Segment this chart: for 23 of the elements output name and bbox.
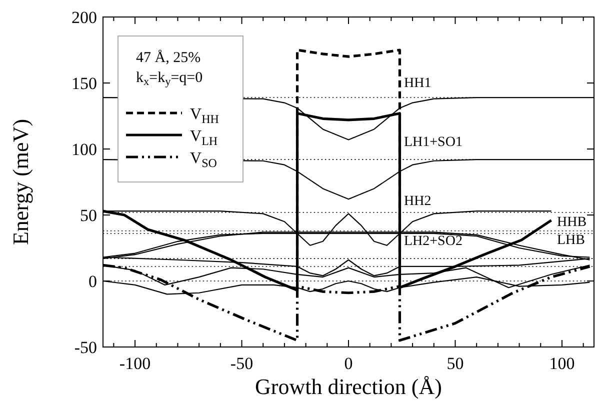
annotation: LH1+SO1: [404, 135, 462, 150]
legend-title: 47 Å, 25% k$_{x}$=k$_{y}$=q=0: [136, 49, 203, 88]
annotation: LH2+SO2: [404, 234, 462, 249]
annotation: HHB: [557, 215, 587, 230]
legend-label: V$_{LH}$: [190, 128, 218, 148]
x-tick-label: -100: [119, 354, 151, 373]
y-tick-label: 200: [72, 8, 97, 27]
y-tick-label: 150: [72, 74, 97, 93]
x-tick-label: 100: [549, 354, 575, 373]
y-axis-title: Energy (meV): [8, 118, 33, 246]
annotation: LHB: [557, 233, 585, 248]
y-tick-label: 0: [88, 272, 97, 291]
y-tick-label: 50: [80, 206, 97, 225]
annotation: HH1: [404, 76, 432, 91]
y-tick-label: -50: [74, 338, 97, 357]
legend-label: V$_{SO}$: [190, 150, 218, 170]
legend-label: V$_{HH}$: [190, 106, 220, 126]
x-tick-label: 50: [446, 354, 464, 373]
annotation: HH2: [404, 194, 432, 209]
y-tick-label: 100: [72, 140, 97, 159]
x-tick-label: -50: [230, 354, 254, 373]
x-tick-label: 0: [344, 354, 353, 373]
x-axis-title: Growth direction (Å): [255, 374, 442, 399]
